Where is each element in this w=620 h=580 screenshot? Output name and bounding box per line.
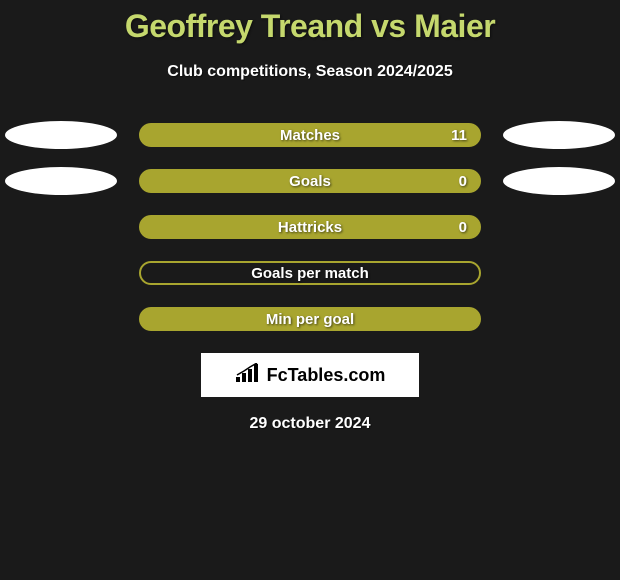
page-title: Geoffrey Treand vs Maier	[0, 8, 620, 45]
stat-bar: Matches 11	[139, 123, 481, 147]
stat-label: Matches	[280, 127, 340, 144]
comparison-card: Geoffrey Treand vs Maier Club competitio…	[0, 0, 620, 433]
stat-bar: Goals 0	[139, 169, 481, 193]
stat-row-min-per-goal: Min per goal	[0, 307, 620, 331]
player-left-photo	[5, 167, 117, 195]
stat-bar: Goals per match	[139, 261, 481, 285]
stat-row-goals: Goals 0	[0, 169, 620, 193]
stat-label: Goals	[289, 173, 331, 190]
date-label: 29 october 2024	[0, 415, 620, 433]
bar-chart-icon	[235, 363, 261, 388]
stat-label: Min per goal	[266, 311, 354, 328]
stat-label: Hattricks	[278, 219, 342, 236]
stat-bar: Min per goal	[139, 307, 481, 331]
source-logo: FcTables.com	[201, 353, 419, 397]
stats-list: Matches 11 Goals 0 Hattricks 0 Goal	[0, 123, 620, 331]
stat-label: Goals per match	[251, 265, 369, 282]
logo-text: FcTables.com	[267, 365, 386, 386]
stat-bar: Hattricks 0	[139, 215, 481, 239]
stat-row-hattricks: Hattricks 0	[0, 215, 620, 239]
subtitle: Club competitions, Season 2024/2025	[0, 63, 620, 81]
player-right-photo	[503, 121, 615, 149]
player-right-photo	[503, 167, 615, 195]
stat-value-right: 0	[459, 173, 467, 190]
stat-value-right: 0	[459, 219, 467, 236]
player-left-photo	[5, 121, 117, 149]
stat-row-matches: Matches 11	[0, 123, 620, 147]
stat-row-goals-per-match: Goals per match	[0, 261, 620, 285]
stat-value-right: 11	[451, 127, 467, 144]
